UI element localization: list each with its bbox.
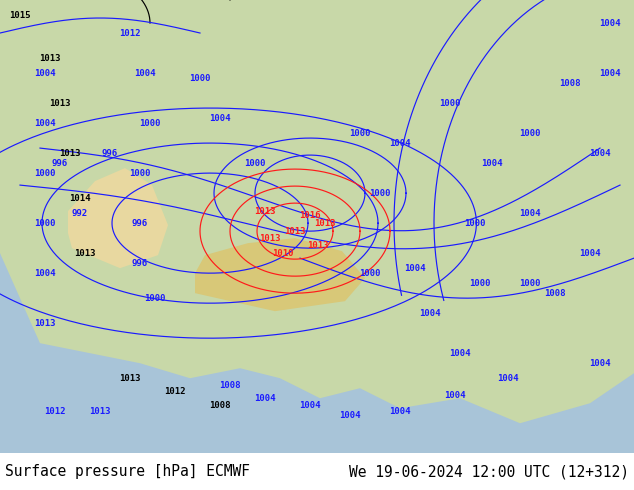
Text: 1004: 1004 xyxy=(599,19,621,27)
Text: 1004: 1004 xyxy=(599,69,621,77)
Text: 1000: 1000 xyxy=(369,189,391,197)
Text: 1004: 1004 xyxy=(34,69,56,77)
Text: 1000: 1000 xyxy=(359,269,381,278)
Text: 1015: 1015 xyxy=(10,10,31,20)
Text: 1008: 1008 xyxy=(559,78,581,88)
Polygon shape xyxy=(160,78,270,288)
Text: 1000: 1000 xyxy=(519,128,541,138)
Text: 996: 996 xyxy=(132,219,148,228)
Text: 1004: 1004 xyxy=(134,69,156,77)
Text: 1004: 1004 xyxy=(209,114,231,122)
Text: 1000: 1000 xyxy=(139,119,161,127)
Text: 1014: 1014 xyxy=(69,194,91,202)
Text: 1004: 1004 xyxy=(519,209,541,218)
Text: 1000: 1000 xyxy=(190,74,210,82)
Text: 1004: 1004 xyxy=(254,394,276,403)
Text: 996: 996 xyxy=(52,159,68,168)
Text: 1004: 1004 xyxy=(497,374,519,383)
Text: We 19-06-2024 12:00 UTC (12+312): We 19-06-2024 12:00 UTC (12+312) xyxy=(349,464,629,479)
Polygon shape xyxy=(524,291,600,371)
Text: 1013: 1013 xyxy=(49,98,71,108)
Text: 1000: 1000 xyxy=(129,169,151,177)
Text: 1004: 1004 xyxy=(34,119,56,127)
Text: 1004: 1004 xyxy=(419,309,441,318)
Text: 1012: 1012 xyxy=(119,28,141,38)
Text: 1004: 1004 xyxy=(444,391,466,400)
Text: 1004: 1004 xyxy=(450,349,471,358)
Text: 1000: 1000 xyxy=(34,169,56,177)
Text: 1000: 1000 xyxy=(244,159,266,168)
Text: 1013: 1013 xyxy=(254,207,276,216)
Text: 992: 992 xyxy=(72,209,88,218)
Text: 1004: 1004 xyxy=(299,401,321,410)
Text: 1004: 1004 xyxy=(589,359,611,368)
Text: 1000: 1000 xyxy=(439,98,461,108)
Text: 1008: 1008 xyxy=(219,381,241,390)
Text: 1016: 1016 xyxy=(299,211,321,220)
Polygon shape xyxy=(195,238,365,311)
Text: 996: 996 xyxy=(102,148,118,158)
Text: 1000: 1000 xyxy=(469,279,491,288)
Text: 1012: 1012 xyxy=(164,387,186,396)
Text: 1008: 1008 xyxy=(544,289,566,297)
Text: 996: 996 xyxy=(132,259,148,268)
Polygon shape xyxy=(378,151,510,271)
Text: 1000: 1000 xyxy=(349,128,371,138)
Text: 1013: 1013 xyxy=(74,248,96,258)
Text: 1004: 1004 xyxy=(389,139,411,147)
Text: 1013: 1013 xyxy=(34,318,56,328)
Polygon shape xyxy=(68,168,168,268)
Text: 1004: 1004 xyxy=(34,269,56,278)
Text: 1004: 1004 xyxy=(589,148,611,158)
Text: 1013: 1013 xyxy=(259,234,281,243)
Text: 1004: 1004 xyxy=(389,407,411,416)
Text: 1008: 1008 xyxy=(209,401,231,410)
Text: 1012: 1012 xyxy=(44,407,66,416)
Text: 1010: 1010 xyxy=(272,248,294,258)
Text: 1004: 1004 xyxy=(579,248,601,258)
Text: 1013: 1013 xyxy=(89,407,111,416)
Text: 1000: 1000 xyxy=(34,219,56,228)
Text: 1013: 1013 xyxy=(119,374,141,383)
Text: 1000: 1000 xyxy=(519,279,541,288)
Polygon shape xyxy=(0,0,634,423)
Text: 1013: 1013 xyxy=(307,241,329,249)
Text: 1013: 1013 xyxy=(284,227,306,236)
Text: 1000: 1000 xyxy=(145,294,165,303)
Text: 1004: 1004 xyxy=(339,411,361,420)
Text: Surface pressure [hPa] ECMWF: Surface pressure [hPa] ECMWF xyxy=(5,464,250,479)
Text: 1000: 1000 xyxy=(464,219,486,228)
Text: 1013: 1013 xyxy=(39,53,61,63)
Text: 1013: 1013 xyxy=(314,219,336,228)
Text: 1004: 1004 xyxy=(404,264,426,272)
Text: 1013: 1013 xyxy=(59,148,81,158)
Text: 1004: 1004 xyxy=(481,159,503,168)
